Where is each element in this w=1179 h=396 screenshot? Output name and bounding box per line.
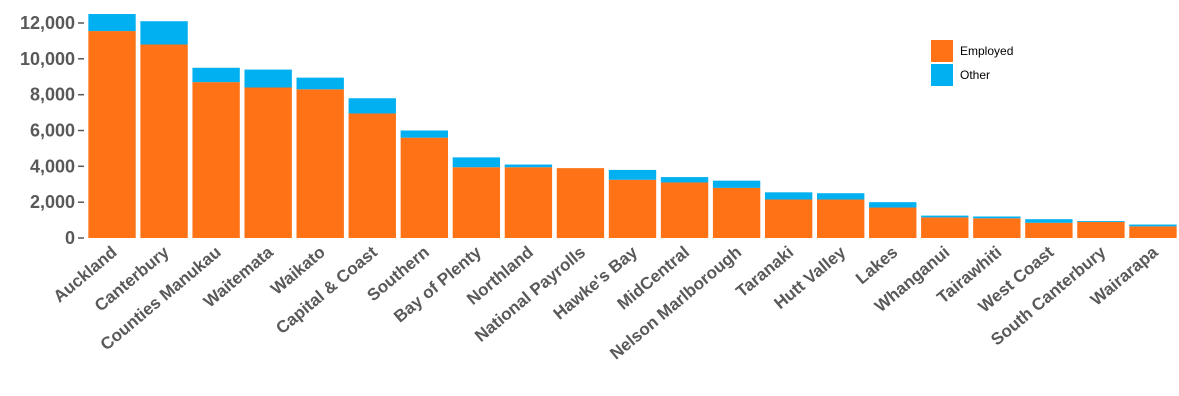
bar-other-3: [244, 69, 292, 88]
bar-other-19: [1077, 220, 1125, 222]
bar-employed-13: [764, 199, 813, 238]
bar-employed-0: [88, 31, 136, 239]
y-tick-label: 12,000: [20, 13, 75, 33]
bar-employed-17: [973, 218, 1021, 238]
bar-employed-5: [348, 113, 396, 238]
bar-other-12: [712, 180, 761, 188]
bar-other-5: [348, 98, 396, 114]
bar-other-11: [660, 177, 709, 183]
bar-employed-8: [504, 167, 553, 238]
y-tick-label: 8,000: [30, 85, 75, 105]
bar-employed-4: [296, 89, 344, 238]
bar-other-4: [296, 77, 344, 90]
bar-employed-19: [1077, 221, 1125, 239]
bar-other-15: [869, 202, 917, 208]
legend-label: Other: [960, 68, 990, 82]
legend: Employed Other: [931, 40, 1013, 86]
bar-employed-10: [608, 179, 657, 238]
bar-other-14: [817, 193, 865, 200]
y-axis: 0 2,000 4,000 6,000 8,000 10,000 12,000: [20, 13, 84, 248]
bar-employed-12: [712, 187, 761, 238]
bar-employed-14: [817, 199, 865, 238]
y-tick-label: 0: [65, 228, 75, 248]
bar-other-7: [452, 157, 501, 168]
y-tick-label: 2,000: [30, 192, 75, 212]
bar-employed-20: [1129, 226, 1177, 238]
bar-other-2: [192, 67, 240, 83]
bar-other-6: [400, 130, 448, 138]
bar-employed-15: [869, 207, 917, 238]
bar-employed-1: [140, 44, 188, 238]
bar-employed-16: [921, 217, 969, 238]
bar-other-0: [88, 14, 136, 32]
bar-employed-6: [400, 137, 448, 238]
y-tick-label: 4,000: [30, 156, 75, 176]
bars-group: [88, 14, 1177, 239]
bar-other-16: [921, 215, 969, 218]
bar-other-1: [140, 21, 188, 45]
legend-swatch-other: [931, 64, 953, 86]
y-tick-label: 10,000: [20, 49, 75, 69]
bar-other-17: [973, 216, 1021, 219]
bar-employed-9: [556, 168, 605, 239]
bar-other-10: [608, 169, 657, 180]
y-tick-label: 6,000: [30, 121, 75, 141]
legend-label: Employed: [960, 44, 1013, 58]
bar-other-18: [1025, 219, 1073, 223]
bar-employed-3: [244, 87, 292, 238]
bar-employed-2: [192, 82, 240, 239]
bar-other-8: [504, 164, 553, 168]
bar-employed-7: [452, 167, 501, 238]
legend-swatch-employed: [931, 40, 953, 62]
bar-other-13: [764, 192, 813, 200]
bar-employed-18: [1025, 222, 1073, 238]
bar-other-20: [1129, 224, 1177, 227]
bar-employed-11: [660, 182, 709, 238]
